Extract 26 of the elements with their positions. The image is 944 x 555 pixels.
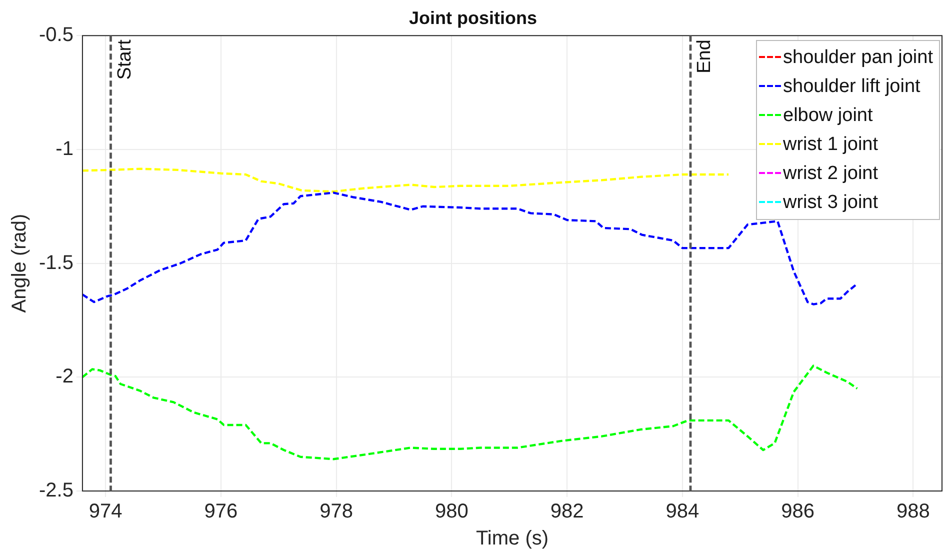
ref-line-label: Start (114, 38, 136, 80)
legend-label: wrist 1 joint (783, 132, 878, 157)
legend-label: shoulder lift joint (783, 74, 920, 99)
x-tick-label: 974 (88, 500, 122, 523)
line-series (82, 364, 858, 460)
y-tick-label: -2.5 (38, 480, 74, 502)
line-series (82, 168, 730, 193)
x-tick-label: 984 (666, 500, 700, 523)
y-tick-label: -2 (56, 366, 74, 388)
y-tick-label: -1.5 (38, 252, 74, 274)
chart-title: Joint positions (409, 8, 537, 28)
y-tick-label: -0.5 (38, 24, 74, 46)
x-axis-title: Time (s) (476, 528, 549, 550)
legend-label: wrist 2 joint (783, 162, 878, 186)
legend-label: shoulder pan joint (783, 46, 933, 70)
y-tick-label: -1 (56, 138, 74, 160)
y-axis-title: Angle (rad) (8, 214, 31, 313)
x-tick-label: 980 (434, 500, 468, 523)
x-tick-label: 986 (781, 500, 814, 523)
x-tick-label: 976 (204, 500, 238, 523)
x-tick-label: 988 (896, 500, 930, 523)
ref-line-label: End (694, 40, 716, 74)
legend-label: elbow joint (783, 104, 873, 128)
x-tick-label: 982 (550, 500, 584, 523)
x-tick-label: 978 (320, 500, 353, 523)
legend-label: wrist 3 joint (783, 190, 878, 215)
